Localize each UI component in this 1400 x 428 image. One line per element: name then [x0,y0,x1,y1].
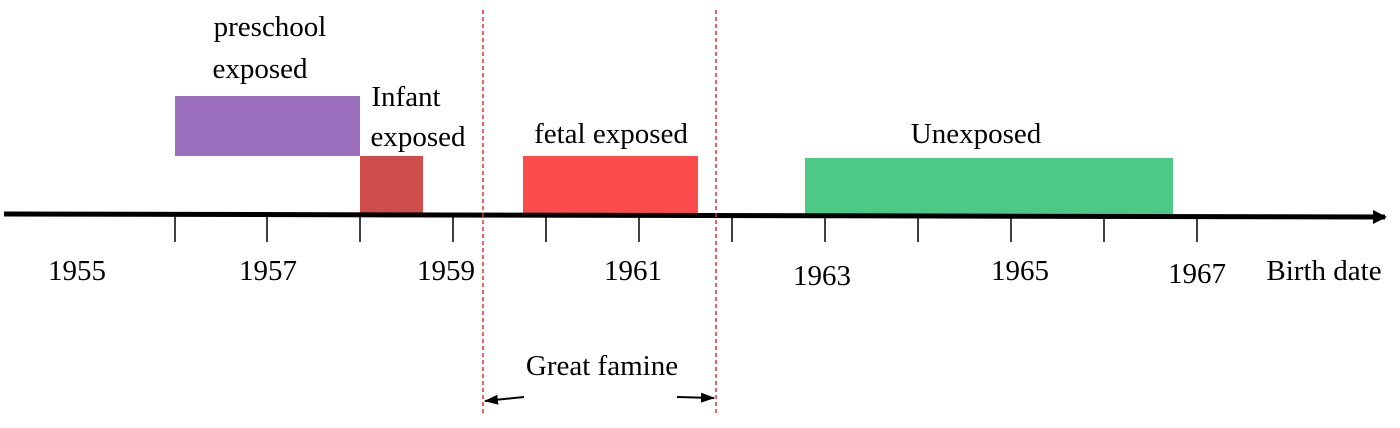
tick-label-1963: 1963 [793,260,851,292]
fetal-exposed-bar [523,156,698,214]
axis-ticks [174,216,1198,242]
infant-label-line2: exposed [370,121,466,153]
unexposed-bar [805,158,1173,214]
tick-label-1961: 1961 [604,255,662,287]
preschool-exposed-bar [175,96,360,156]
fetal-label: fetal exposed [534,118,688,150]
preschool-label-line2: exposed [212,53,308,85]
infant-exposed-bar [360,156,423,214]
tick-label-1965: 1965 [991,255,1049,287]
preschool-label-line1: preschool [214,11,327,43]
tick-label-1955: 1955 [48,255,106,287]
tick-label-1967: 1967 [1168,258,1226,290]
tick-label-1959: 1959 [417,255,475,287]
famine-left-arrow [484,394,525,405]
infant-label-line1: Infant [371,81,440,113]
timeline-axis [3,209,1387,224]
axis-title: Birth date [1266,255,1381,287]
famine-right-arrow [676,392,715,403]
unexposed-label: Unexposed [911,118,1042,150]
famine-label: Great famine [526,350,678,382]
tick-label-1957: 1957 [239,255,297,287]
